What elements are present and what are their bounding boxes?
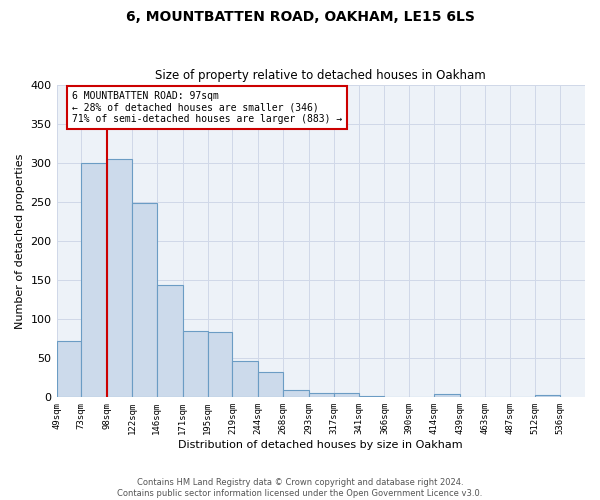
Bar	[232, 362, 258, 398]
Bar	[208, 332, 232, 398]
Y-axis label: Number of detached properties: Number of detached properties	[15, 154, 25, 328]
X-axis label: Distribution of detached houses by size in Oakham: Distribution of detached houses by size …	[178, 440, 463, 450]
Text: Contains HM Land Registry data © Crown copyright and database right 2024.
Contai: Contains HM Land Registry data © Crown c…	[118, 478, 482, 498]
Text: 6 MOUNTBATTEN ROAD: 97sqm
← 28% of detached houses are smaller (346)
71% of semi: 6 MOUNTBATTEN ROAD: 97sqm ← 28% of detac…	[72, 91, 343, 124]
Bar	[309, 392, 334, 398]
Bar	[107, 159, 132, 398]
Text: 6, MOUNTBATTEN ROAD, OAKHAM, LE15 6LS: 6, MOUNTBATTEN ROAD, OAKHAM, LE15 6LS	[125, 10, 475, 24]
Bar	[183, 331, 208, 398]
Bar	[132, 202, 157, 398]
Bar	[334, 394, 359, 398]
Bar	[157, 284, 183, 398]
Bar	[535, 395, 560, 398]
Bar	[283, 390, 309, 398]
Bar	[434, 394, 460, 398]
Bar	[359, 396, 385, 398]
Bar	[82, 163, 107, 398]
Title: Size of property relative to detached houses in Oakham: Size of property relative to detached ho…	[155, 69, 486, 82]
Bar	[258, 372, 283, 398]
Bar	[56, 341, 82, 398]
